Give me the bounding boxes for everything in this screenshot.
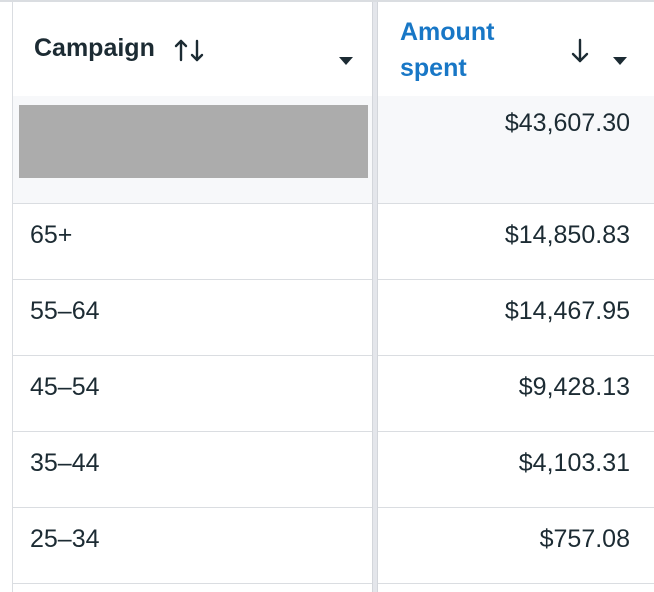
table-row[interactable]: 35–44 $4,103.31	[13, 432, 654, 508]
amount-spent-value: $9,428.13	[518, 373, 630, 401]
column-header-campaign-label: Campaign	[34, 34, 155, 62]
amount-spent-value: $14,467.95	[504, 297, 630, 325]
campaign-cell: 45–54	[13, 356, 372, 431]
caret-down-icon[interactable]	[338, 56, 354, 66]
amount-spent-value: $4,103.31	[518, 449, 630, 477]
column-header-campaign[interactable]: Campaign	[13, 2, 372, 96]
column-resize-handle[interactable]	[372, 2, 378, 592]
campaign-name: 25–34	[30, 525, 100, 553]
campaign-name: 35–44	[30, 449, 100, 477]
campaign-cell: 25–34	[13, 508, 372, 583]
amount-spent-cell: $14,850.83	[378, 204, 630, 279]
campaign-name: 55–64	[30, 297, 100, 325]
caret-down-icon[interactable]	[612, 56, 628, 66]
amount-spent-cell: $757.08	[378, 508, 630, 583]
sort-updown-icon[interactable]	[173, 38, 207, 64]
column-header-amount-spent[interactable]: Amount spent	[378, 2, 654, 96]
amount-spent-value: $43,607.30	[504, 109, 630, 137]
amount-spent-value: $757.08	[539, 525, 630, 553]
campaign-name: 65+	[30, 221, 73, 249]
campaign-cell: 35–44	[13, 432, 372, 507]
sort-down-arrow-icon[interactable]	[569, 37, 591, 65]
column-header-amount-spent-label: Amount spent	[400, 18, 495, 82]
table-row[interactable]: 45–54 $9,428.13	[13, 356, 654, 432]
table-row[interactable]: $43,607.30	[13, 96, 654, 204]
table-header: Campaign Amount spent	[13, 2, 654, 97]
table-row[interactable]: 65+ $14,850.83	[13, 204, 654, 280]
amount-spent-cell: $14,467.95	[378, 280, 630, 355]
amount-spent-cell: $43,607.30	[378, 96, 630, 203]
amount-spent-value: $14,850.83	[504, 221, 630, 249]
amount-spent-cell: $4,103.31	[378, 432, 630, 507]
redacted-campaign-name	[19, 105, 368, 178]
campaign-cell: 65+	[13, 204, 372, 279]
table-row[interactable]: 55–64 $14,467.95	[13, 280, 654, 356]
campaign-name: 45–54	[30, 373, 100, 401]
table-left-border	[12, 2, 13, 592]
campaign-cell: 55–64	[13, 280, 372, 355]
amount-spent-cell: $9,428.13	[378, 356, 630, 431]
table-row[interactable]: 25–34 $757.08	[13, 508, 654, 584]
campaign-cell	[13, 96, 372, 203]
